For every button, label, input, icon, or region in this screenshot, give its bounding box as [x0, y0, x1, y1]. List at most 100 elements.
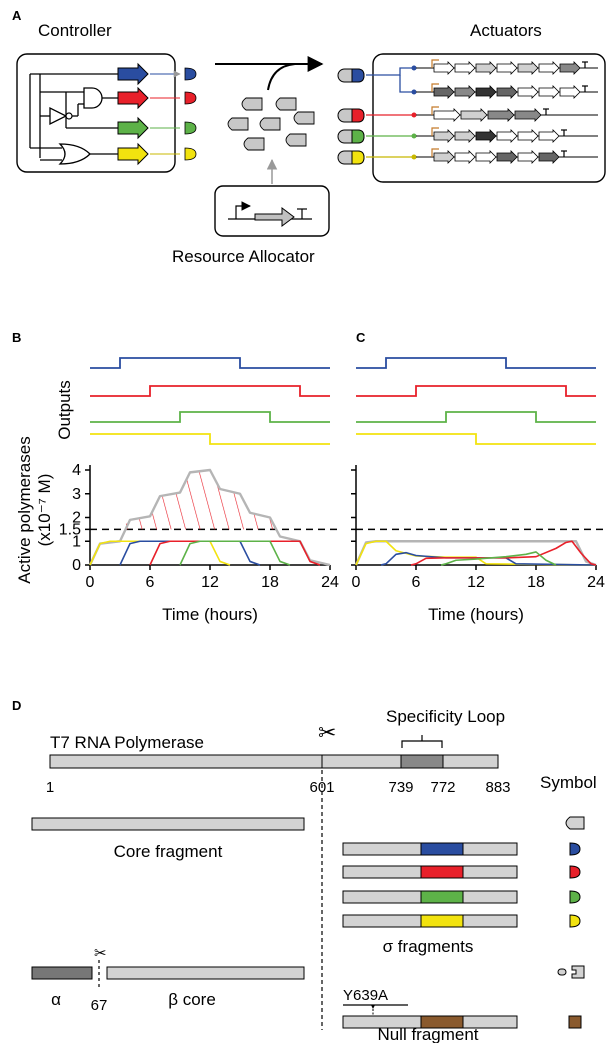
beta-core-bar — [106, 966, 305, 980]
x-tick-label: 18 — [261, 574, 279, 591]
specificity-loop-label: Specificity Loop — [386, 707, 505, 726]
null-fragment-symbol — [568, 1015, 582, 1029]
sigma-pill-blue — [184, 67, 197, 81]
operon-gene-arrow — [433, 129, 455, 143]
sigma-pill-red — [184, 91, 197, 105]
operon-gene-arrow — [475, 150, 497, 164]
operon-gene-arrow — [475, 85, 497, 99]
series-line-blue — [380, 551, 597, 566]
operon-gene-arrow — [517, 129, 539, 143]
not-gate — [49, 106, 68, 126]
operon-gene-arrow — [538, 150, 560, 164]
operon-gene-arrow — [514, 108, 542, 122]
operon-gene-arrow — [454, 85, 476, 99]
output-trace-green — [90, 411, 330, 423]
operon-gene-arrow — [538, 85, 560, 99]
operon-gene-arrow — [433, 61, 455, 75]
x-tick-label: 0 — [86, 574, 95, 591]
allocator-gene — [254, 207, 295, 227]
core-fragment-pool — [227, 97, 315, 151]
output-trace-blue — [356, 357, 596, 369]
core-fragment-label: Core fragment — [114, 842, 223, 861]
x-tick-label: 6 — [146, 574, 155, 591]
core-fragment-bar — [31, 817, 305, 831]
series-line-yellow — [355, 540, 597, 566]
operon-gene-arrow — [496, 129, 518, 143]
logic-wires — [29, 73, 118, 161]
alpha-fragment-bar — [31, 966, 93, 980]
scissors-icon: ✂ — [318, 720, 336, 745]
not-gate-bubble — [65, 112, 73, 120]
x-tick-label: 0 — [352, 574, 361, 591]
alpha-scissors-icon: ✂ — [94, 945, 107, 962]
operon-gene-arrow — [454, 129, 476, 143]
controller-gene-blue — [117, 62, 149, 86]
x-tick-label: 12 — [467, 574, 485, 591]
controller-box — [16, 53, 176, 173]
x-tick-label: 24 — [321, 574, 339, 591]
controller-gene-green — [117, 116, 149, 140]
x-tick-label: 18 — [527, 574, 545, 591]
operon-gene-arrow — [460, 108, 488, 122]
series-line-red — [149, 540, 321, 566]
resource-allocator-label: Resource Allocator — [172, 247, 315, 266]
y-tick-label: 0 — [72, 557, 81, 574]
x-tick-label: 12 — [201, 574, 219, 591]
polymerase-blue — [337, 68, 365, 83]
null-fragment-segment — [420, 1015, 464, 1029]
operon-gene-arrow — [433, 150, 455, 164]
sigma-fragment-yellow — [342, 914, 581, 928]
symbol-header: Symbol — [540, 773, 597, 792]
chart-b: 0 6 12 18 24 0 11.52 3 4 — [59, 357, 340, 591]
actuators-box — [372, 53, 606, 183]
panel-label-a: A — [12, 8, 22, 23]
position-601: 601 — [309, 779, 334, 796]
or-gate — [58, 143, 91, 165]
x-tick-label: 6 — [412, 574, 421, 591]
operon-gene-arrow — [517, 150, 539, 164]
x-tick-label: 24 — [587, 574, 605, 591]
controller-gene-yellow — [117, 142, 149, 166]
y-tick-label: 1.5 — [59, 521, 81, 538]
sigma-pill-yellow — [184, 147, 197, 161]
beta-core-label: β core — [168, 990, 216, 1009]
position-739: 739 — [388, 779, 413, 796]
specificity-loop-segment — [400, 754, 444, 769]
promoter-icon — [431, 59, 439, 68]
mutation-label: Y639A — [343, 987, 388, 1004]
polymerase-red — [337, 108, 365, 123]
actuator-operons — [416, 59, 598, 164]
total-polymerase-line — [88, 468, 331, 567]
operon-gene-arrow — [475, 61, 497, 75]
position-883: 883 — [485, 779, 510, 796]
operon-gene-arrow — [538, 129, 560, 143]
y-axis-label-line2: (x10⁻⁷ M) — [35, 474, 54, 547]
core-fragment-symbol — [565, 816, 585, 830]
series-line-green — [440, 551, 557, 566]
alpha-label: α — [51, 990, 61, 1009]
resource-allocator-box — [214, 185, 330, 237]
operon-gene-arrow — [496, 150, 518, 164]
y-tick-label: 1 — [72, 533, 81, 550]
promoter-icon — [431, 83, 439, 92]
output-trace-blue — [90, 357, 330, 369]
promoter-icon — [431, 148, 439, 157]
polymerase-yellow — [337, 150, 365, 165]
and-gate — [83, 87, 103, 109]
y-axis-label-line1: Active polymerases — [15, 436, 34, 583]
output-trace-red — [356, 385, 596, 397]
output-trace-red — [90, 385, 330, 397]
outputs-axis-label: Outputs — [55, 380, 74, 440]
operon-gene-arrow — [454, 150, 476, 164]
operon-gene-arrow — [517, 61, 539, 75]
polymerase-green — [337, 129, 365, 144]
operon-gene-arrow — [559, 61, 581, 75]
x-axis-label-b: Time (hours) — [162, 605, 258, 624]
operon-gene-arrow — [559, 85, 581, 99]
alpha-split-position: 67 — [91, 997, 108, 1014]
output-trace-yellow — [356, 433, 596, 445]
controller-gene-red — [117, 86, 149, 110]
sigma-fragments-label: σ fragments — [383, 937, 474, 956]
controller-label: Controller — [38, 21, 112, 40]
alpha-beta-symbol — [557, 965, 585, 979]
